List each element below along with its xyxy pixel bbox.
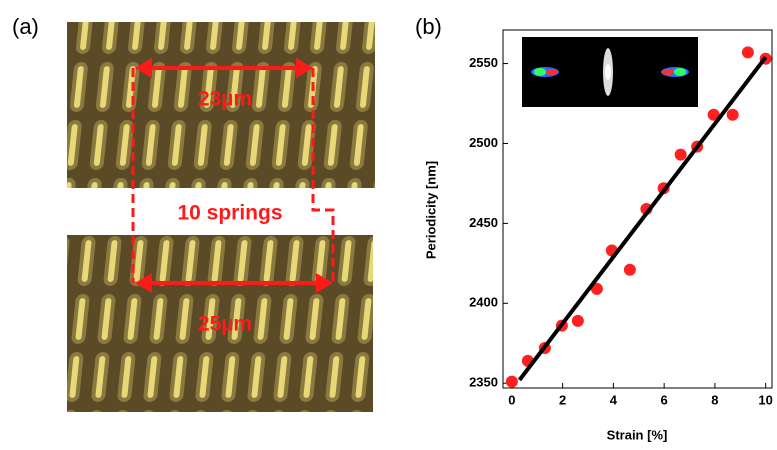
data-point — [505, 375, 518, 388]
data-point — [741, 46, 754, 59]
label-bg — [150, 198, 310, 228]
annotation: 25µm — [198, 313, 252, 336]
data-point — [623, 263, 636, 276]
panel-label: (a) — [12, 14, 39, 39]
y-tick-label: 2500 — [469, 135, 498, 150]
microscope-image — [67, 235, 373, 412]
panel-label: (b) — [415, 14, 442, 39]
fit-line — [517, 55, 768, 382]
x-tick-label: 8 — [711, 392, 718, 407]
x-tick-label: 10 — [758, 392, 772, 407]
y-tick-label: 2400 — [469, 295, 498, 310]
x-tick-label: 6 — [661, 392, 668, 407]
plot-frame — [502, 29, 773, 389]
inset — [522, 37, 698, 107]
y-tick-label: 2450 — [469, 215, 498, 230]
microscope-image — [67, 22, 375, 188]
guide-lines — [131, 68, 335, 283]
arrows — [135, 58, 333, 293]
x-tick-label: 2 — [559, 392, 566, 407]
y-axis-label: Periodicity [nm] — [423, 161, 438, 259]
data-point — [674, 148, 687, 161]
y-tick-label: 2550 — [469, 55, 498, 70]
data-point — [726, 108, 739, 121]
x-axis-label: Strain [%] — [607, 427, 668, 442]
y-tick-label: 2350 — [469, 375, 498, 390]
data-point — [571, 314, 584, 327]
annotation: 23µm — [198, 88, 252, 111]
data-point — [590, 282, 603, 295]
annotation: 10 springs — [177, 202, 282, 225]
data-point — [707, 108, 720, 121]
x-tick-label: 0 — [508, 392, 515, 407]
x-tick-label: 4 — [610, 392, 618, 407]
